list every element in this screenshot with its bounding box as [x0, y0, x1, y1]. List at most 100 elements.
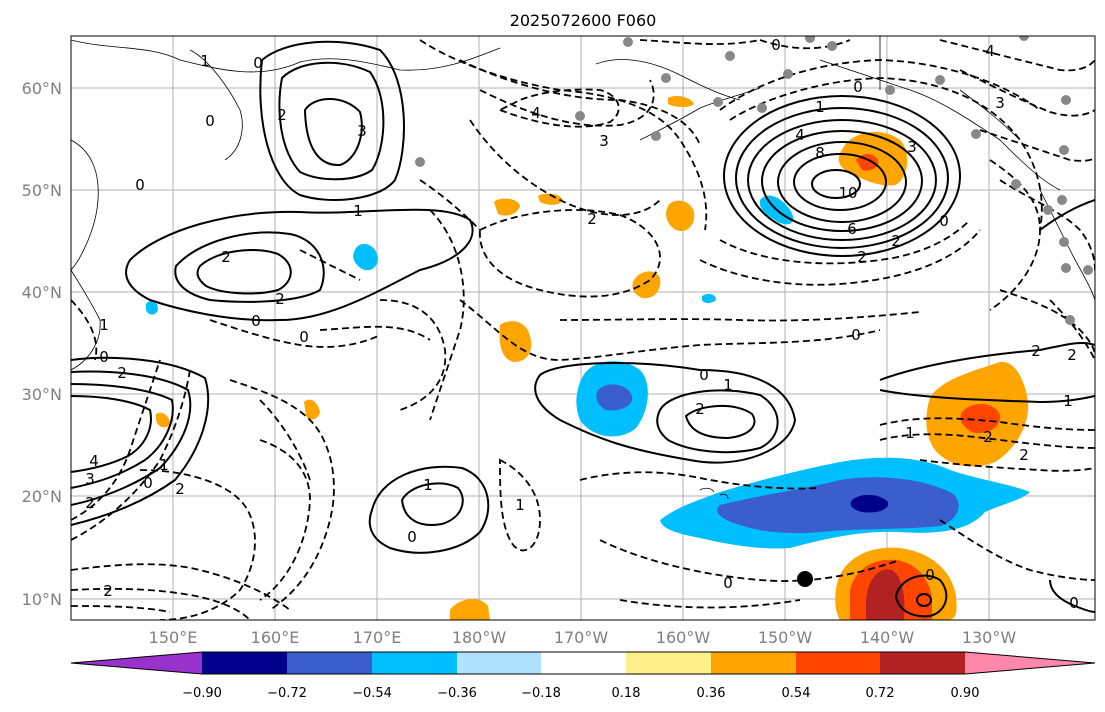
contour-gulf-8 — [793, 153, 887, 211]
contour-gulf-4 — [761, 130, 923, 232]
lon-label-160w: 160°W — [656, 628, 711, 647]
clabel-35: 1 — [423, 476, 433, 494]
colorbar: −0.90 −0.72 −0.54 −0.36 −0.18 0.18 0.36 … — [70, 651, 1096, 701]
colorbar-cell-2 — [287, 652, 372, 674]
shade-blob-7 — [450, 599, 490, 620]
colorbar-cell-8 — [796, 652, 880, 674]
clabel-24: 0 — [143, 474, 153, 492]
lon-label-150e: 150°E — [149, 628, 198, 647]
clabel-16: 0 — [299, 328, 309, 346]
clabel-29: 3 — [599, 132, 609, 150]
lat-label-10n: 10°N — [22, 590, 62, 609]
clabel-12: 1 — [353, 202, 363, 220]
clabel-36: 0 — [407, 528, 417, 546]
solid-contours — [71, 40, 1095, 618]
clabel-51: 0 — [205, 112, 215, 130]
lon-label-180w: 180°W — [452, 628, 507, 647]
contour-south-tiny — [916, 593, 932, 607]
clabel-44: 0 — [723, 574, 733, 592]
colorbar-tick-7: 0.36 — [697, 686, 726, 701]
clabel-45: 0 — [925, 566, 935, 584]
clabel-50: 3 — [995, 94, 1005, 112]
clabel-14: 2 — [275, 290, 285, 308]
clabel-32: 0 — [699, 366, 709, 384]
dashed-contours — [71, 39, 1095, 620]
clabel-43: 2 — [1019, 446, 1029, 464]
lon-label-170e: 170°E — [353, 628, 402, 647]
map-border — [70, 35, 1096, 621]
clabel-30: 2 — [587, 210, 597, 228]
contour-wc-2 — [71, 370, 192, 506]
clabel-3: 8 — [815, 144, 825, 162]
lat-label-40n: 40°N — [22, 283, 62, 302]
contour-c-3 — [684, 404, 756, 440]
clabel-39: 2 — [1067, 346, 1077, 364]
contour-nw-3 — [303, 98, 363, 167]
clabel-25: 1 — [159, 456, 169, 474]
shade-blob-4 — [494, 198, 520, 216]
colorbar-tick-3: −0.54 — [352, 686, 392, 701]
contour-wc-3 — [71, 383, 174, 489]
lat-label-50n: 50°N — [22, 181, 62, 200]
contour-nw-1 — [259, 40, 405, 201]
colorbar-tick-10: 0.90 — [951, 686, 980, 701]
shade-blob-12 — [702, 293, 716, 303]
clabel-22: 3 — [85, 470, 95, 488]
lon-label-160e: 160°E — [251, 628, 300, 647]
shade-east-positive-strong — [960, 404, 1001, 434]
contour-gulf-1 — [723, 95, 961, 257]
contour-w-3 — [196, 249, 292, 295]
contour-c-1 — [534, 362, 797, 464]
contour-s-1 — [368, 465, 490, 554]
clabel-11: 2 — [277, 106, 287, 124]
colorbar-cell-3 — [372, 652, 457, 674]
clabel-13: 2 — [221, 248, 231, 266]
clabel-21: 4 — [89, 452, 99, 470]
map-area: 1 4 8 10 6 2 2 3 0 3 2 1 2 2 0 0 0 0 1 2… — [71, 36, 1095, 620]
contour-gulf-10 — [811, 169, 861, 199]
contour-labels: 1 4 8 10 6 2 2 3 0 3 2 1 2 2 0 0 0 0 1 2… — [85, 36, 1079, 612]
clabel-17: 0 — [135, 176, 145, 194]
clabel-37: 1 — [515, 496, 525, 514]
clabel-31: 0 — [851, 326, 861, 344]
contour-e-3 — [1039, 199, 1095, 231]
lat-label-60n: 60°N — [22, 79, 62, 98]
lat-label-20n: 20°N — [22, 487, 62, 506]
clabel-46: 0 — [1069, 594, 1079, 612]
clabel-38: 2 — [1031, 342, 1041, 360]
lat-labels: 10°N 20°N 30°N 40°N 50°N 60°N — [22, 79, 62, 609]
contour-gulf-3 — [747, 119, 937, 241]
contour-w-1 — [125, 208, 474, 322]
contour-gulf-6 — [777, 141, 907, 223]
colorbar-tick-5: −0.18 — [521, 686, 561, 701]
contour-wc-1 — [71, 356, 210, 526]
colorbar-cell-low-extend — [71, 652, 202, 674]
contour-e-2 — [879, 389, 1095, 404]
clabel-27: 2 — [103, 582, 113, 600]
shade-blob-9 — [156, 412, 170, 428]
colorbar-cell-4 — [457, 652, 541, 674]
clabel-2: 4 — [795, 126, 805, 144]
colorbar-cell-9 — [880, 652, 965, 674]
lat-label-30n: 30°N — [22, 385, 62, 404]
station-markers — [415, 36, 1093, 325]
clabel-52: 1 — [200, 52, 210, 70]
clabel-34: 2 — [695, 400, 705, 418]
map-title: 2025072600 F060 — [510, 11, 657, 30]
contour-c-2 — [656, 389, 779, 454]
clabel-1: 1 — [815, 98, 825, 116]
lon-label-170w: 170°W — [554, 628, 609, 647]
clabel-4: 10 — [838, 184, 857, 202]
shade-south-positive-core — [866, 569, 905, 620]
shade-blob-1 — [499, 321, 532, 362]
shade-blob-3 — [666, 200, 695, 232]
clabel-40: 1 — [1063, 392, 1073, 410]
colorbar-cell-high-extend — [965, 652, 1095, 674]
shade-blob-2 — [632, 271, 661, 299]
contour-gulf-2 — [735, 107, 949, 249]
clabel-26: 2 — [175, 480, 185, 498]
colorbar-tick-9: 0.72 — [866, 686, 895, 701]
colorbar-tick-8: 0.54 — [782, 686, 811, 701]
clabel-8: 3 — [907, 138, 917, 156]
